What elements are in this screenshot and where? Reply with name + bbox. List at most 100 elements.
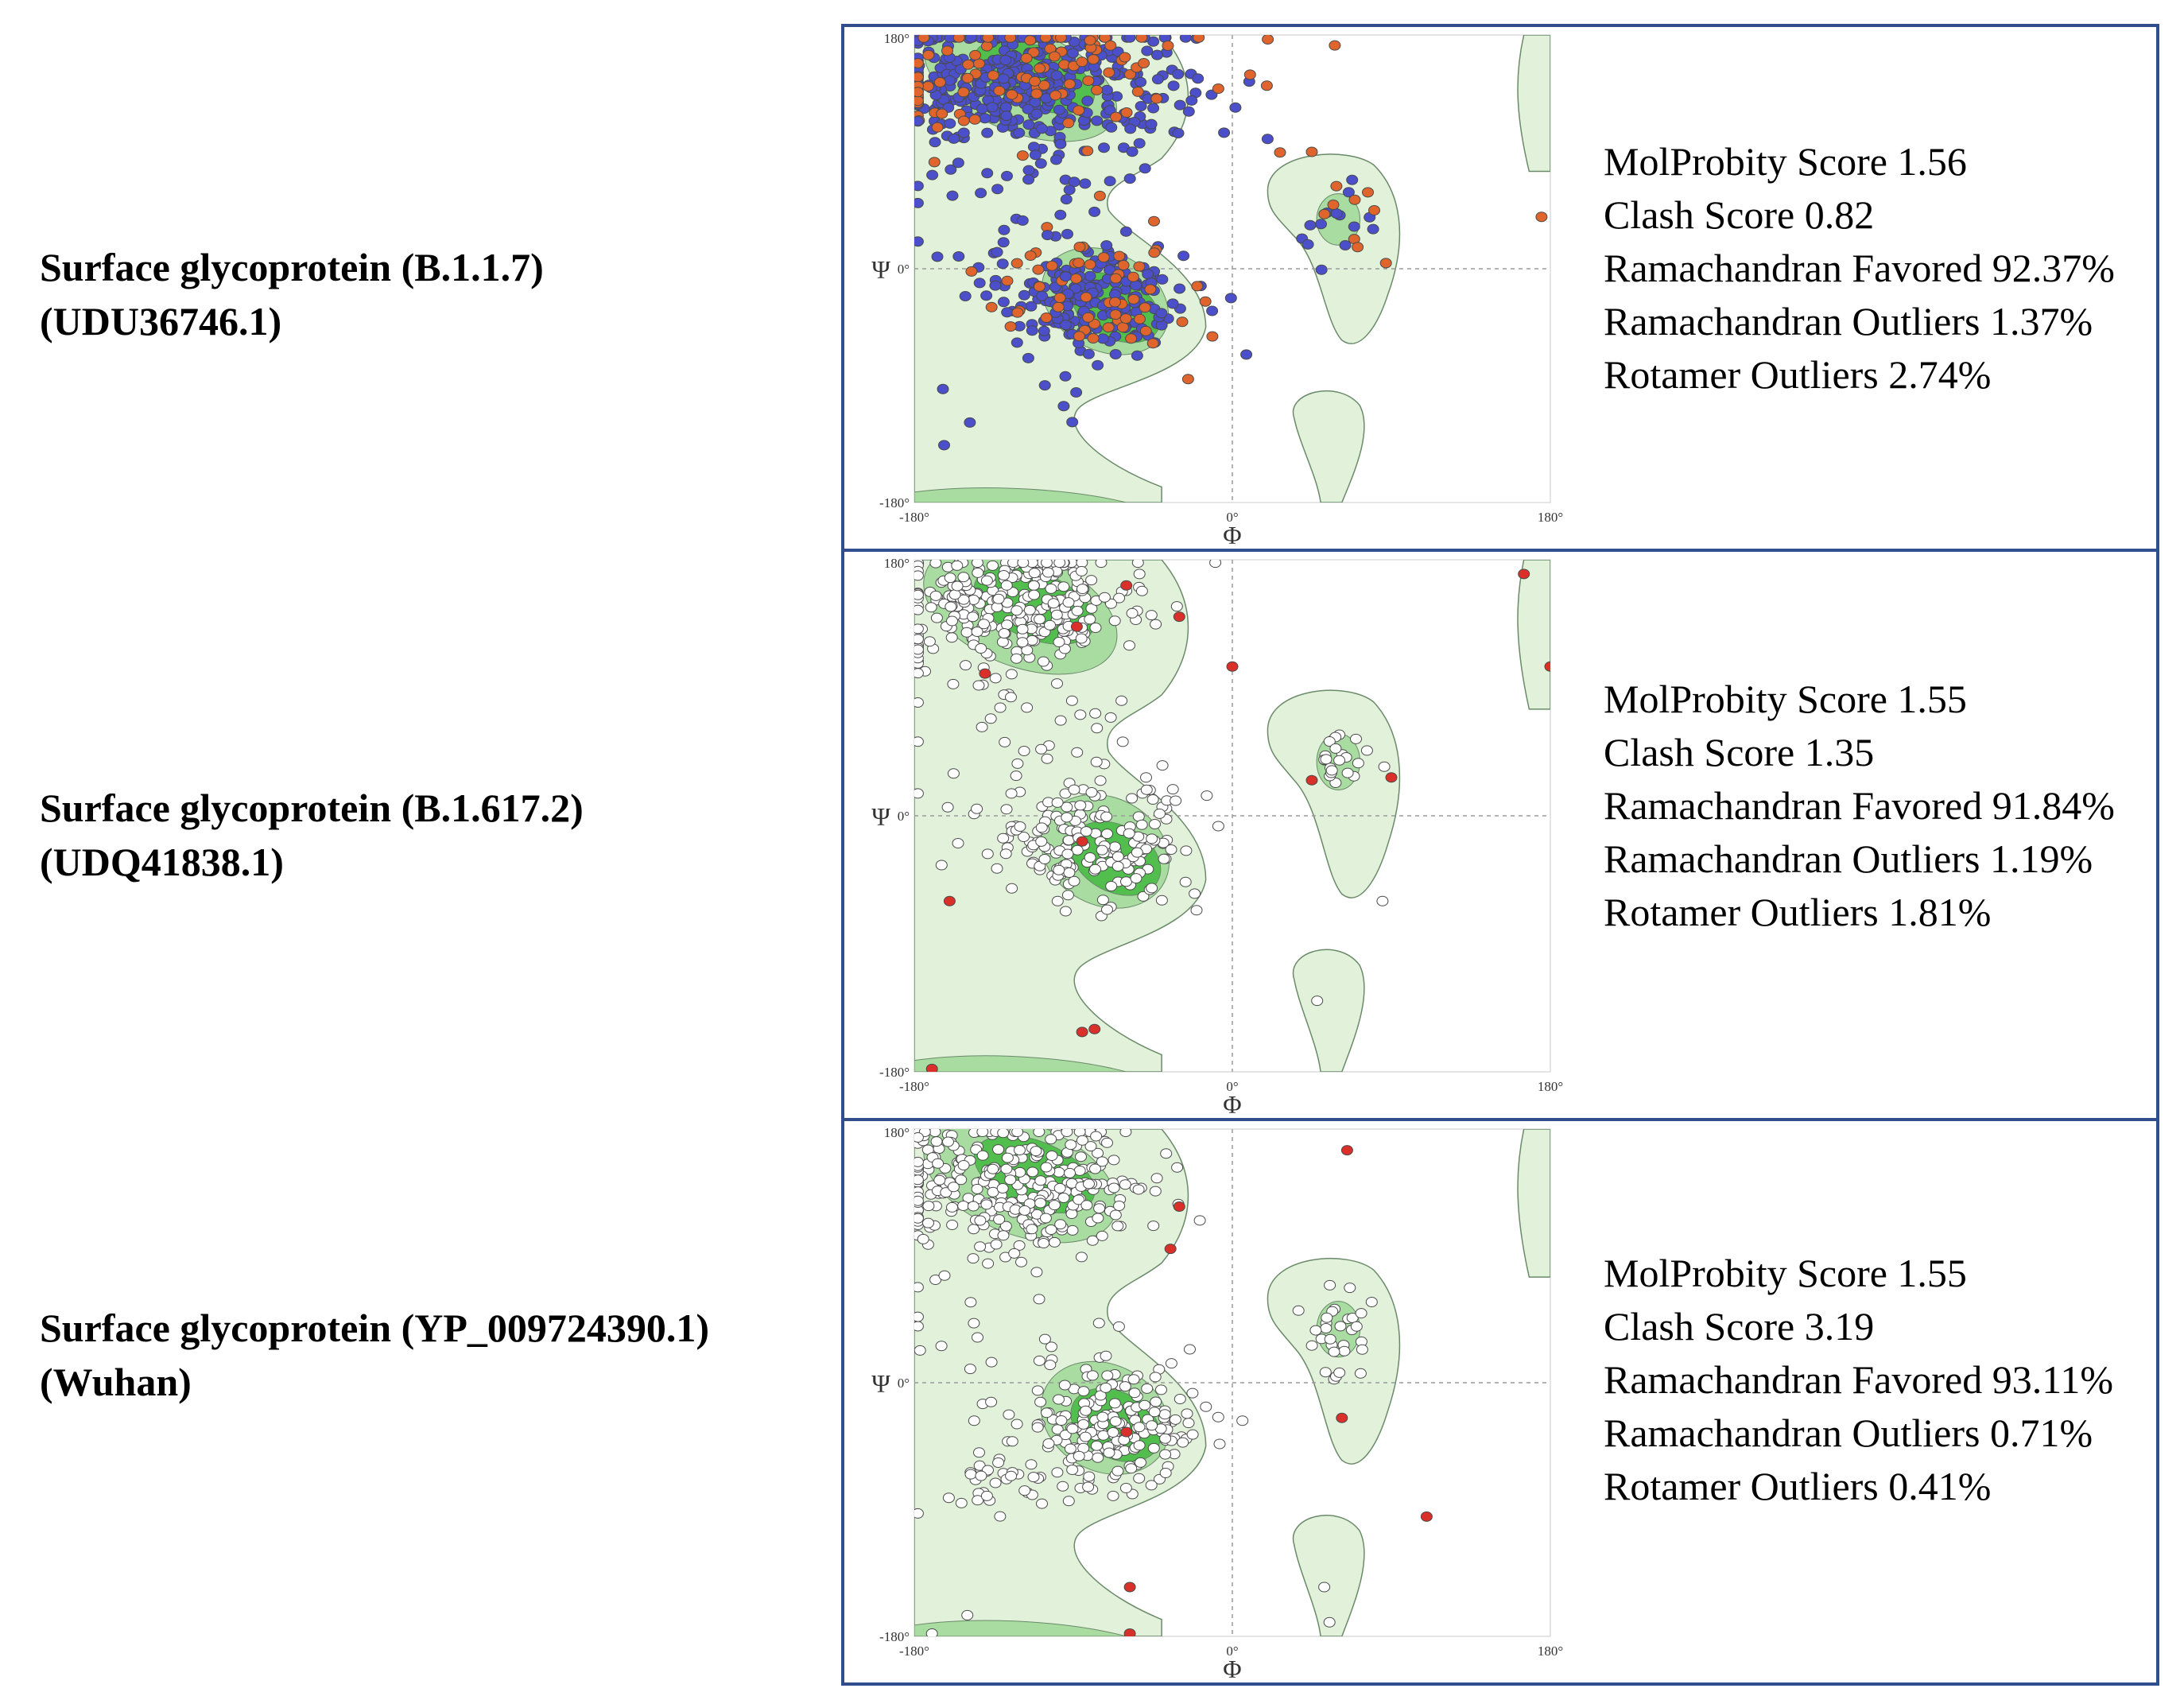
residue-point <box>1131 86 1144 97</box>
residue-point <box>1146 1420 1158 1431</box>
residue-point <box>1041 1407 1053 1419</box>
residue-point <box>1355 1308 1367 1319</box>
residue-point <box>1000 111 1013 122</box>
residue-point <box>979 113 991 124</box>
residue-point <box>933 1174 946 1186</box>
residue-point <box>1045 1224 1057 1235</box>
residue-point <box>1113 250 1126 262</box>
residue-point <box>1045 1151 1058 1161</box>
residue-point <box>1062 597 1075 608</box>
residue-point <box>1082 76 1095 86</box>
residue-point <box>1027 1472 1040 1483</box>
residue-point <box>1179 35 1192 43</box>
residue-point <box>1051 678 1063 689</box>
residue-point <box>1093 190 1106 201</box>
residue-point <box>1320 754 1333 765</box>
residue-point <box>1092 1213 1104 1224</box>
residue-point <box>1035 836 1048 847</box>
residue-point <box>991 863 1003 874</box>
residue-point <box>1080 826 1092 837</box>
residue-point <box>975 1470 987 1481</box>
residue-point <box>1209 560 1222 569</box>
residue-point <box>1011 605 1023 616</box>
points-layer <box>914 1129 1433 1636</box>
residue-point <box>1149 819 1161 829</box>
ramachandran-outliers: Ramachandran Outliers 0.71% <box>1604 1411 2093 1455</box>
residue-point <box>964 417 976 428</box>
residue-point <box>989 1477 1002 1488</box>
residue-point <box>1036 123 1048 134</box>
residue-point <box>1329 40 1341 51</box>
residue-point <box>1026 1166 1039 1178</box>
residue-point <box>1104 40 1117 51</box>
residue-point <box>1123 828 1135 839</box>
residue-point <box>1000 580 1013 591</box>
y-tick-label: 180° <box>884 1125 910 1140</box>
residue-point <box>1037 656 1049 667</box>
residue-point <box>1119 1179 1131 1190</box>
residue-point <box>1172 68 1185 80</box>
residue-point <box>968 1318 980 1329</box>
y-tick-label: 180° <box>884 556 910 571</box>
residue-point <box>1518 569 1530 580</box>
residue-point <box>1028 589 1041 600</box>
residue-point <box>981 848 994 860</box>
residue-point <box>1376 895 1389 906</box>
panel-1-label-line2: (UDU36746.1) <box>40 299 282 343</box>
residue-point <box>1088 206 1101 217</box>
residue-point <box>1123 35 1136 43</box>
residue-point <box>1181 374 1194 385</box>
residue-point <box>1119 1483 1132 1493</box>
residue-point <box>1089 623 1102 633</box>
residue-point <box>989 280 1002 291</box>
residue-point <box>1073 1194 1085 1205</box>
residue-point <box>1077 1419 1090 1430</box>
residue-point <box>1149 1186 1162 1197</box>
residue-point <box>1176 316 1189 328</box>
residue-point <box>976 721 988 732</box>
residue-point <box>1006 89 1018 100</box>
residue-point <box>1088 1023 1101 1034</box>
residue-point <box>1109 309 1122 320</box>
residue-point <box>1092 359 1104 371</box>
residue-point <box>1145 118 1158 130</box>
residue-point <box>946 190 959 201</box>
residue-point <box>1060 194 1073 205</box>
residue-point <box>1001 1152 1014 1163</box>
residue-point <box>914 634 924 645</box>
residue-point <box>914 589 924 600</box>
residue-point <box>1092 1147 1104 1158</box>
residue-point <box>957 127 970 138</box>
residue-point <box>1011 1129 1024 1137</box>
residue-point <box>973 277 986 289</box>
residue-point <box>1324 1279 1336 1290</box>
residue-point <box>1104 712 1117 723</box>
residue-point <box>1100 84 1113 95</box>
residue-point <box>996 258 1009 270</box>
residue-point <box>1145 1480 1158 1491</box>
residue-point <box>1126 793 1139 804</box>
residue-point <box>957 594 970 605</box>
residue-point <box>1156 760 1169 771</box>
residue-point <box>1052 301 1065 312</box>
residue-point <box>1044 619 1056 631</box>
residue-point <box>973 1447 985 1458</box>
residue-point <box>1182 106 1195 117</box>
x-tick-label: 180° <box>1538 1079 1563 1094</box>
y-axis-label: Ψ <box>871 255 890 284</box>
residue-point <box>914 115 924 126</box>
points-layer <box>914 560 1550 1072</box>
residue-point <box>1212 1411 1224 1422</box>
residue-point <box>972 1332 983 1343</box>
residue-point <box>1038 1238 1050 1248</box>
residue-point <box>1123 1628 1136 1636</box>
residue-point <box>1206 331 1219 342</box>
residue-point <box>1000 1163 1013 1174</box>
residue-point <box>1036 290 1049 301</box>
residue-point <box>914 58 924 68</box>
residue-point <box>1104 176 1116 187</box>
residue-point <box>1100 1350 1112 1361</box>
residue-point <box>1001 275 1014 286</box>
residue-point <box>1025 1459 1038 1470</box>
residue-point <box>1135 819 1148 830</box>
